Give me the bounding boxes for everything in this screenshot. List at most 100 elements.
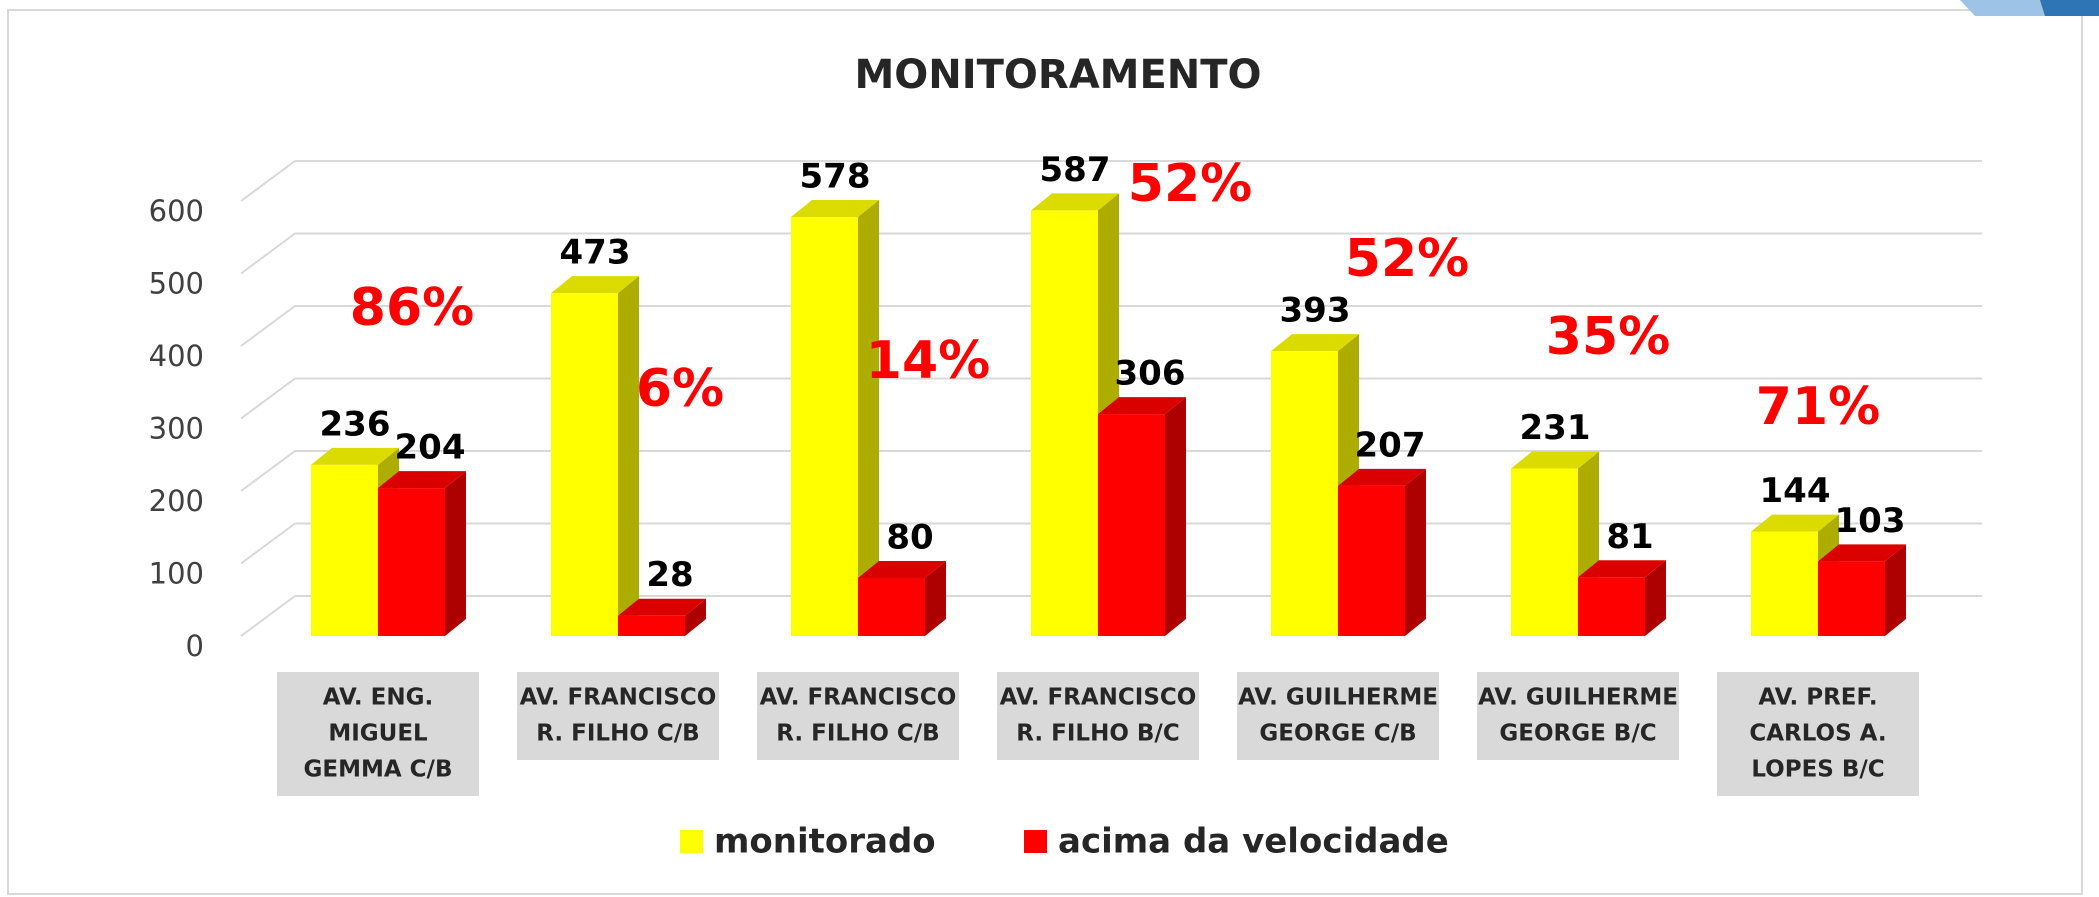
bar-front bbox=[858, 578, 925, 636]
value-label: 306 bbox=[1115, 354, 1186, 394]
legend-label: monitorado bbox=[714, 822, 936, 862]
x-tick-label: AV. PREF. bbox=[1758, 685, 1877, 711]
bar-side bbox=[925, 561, 946, 636]
bar-front bbox=[378, 488, 445, 636]
bar-side bbox=[858, 199, 879, 636]
x-tick-label: R. FILHO C/B bbox=[536, 721, 699, 747]
annotation: 86% bbox=[350, 278, 474, 338]
bar-side bbox=[1405, 468, 1426, 636]
y-tick-label: 0 bbox=[186, 629, 204, 663]
bar-front bbox=[618, 615, 685, 636]
value-label: 473 bbox=[560, 233, 631, 273]
grid-line bbox=[240, 305, 1982, 347]
bar-top bbox=[378, 471, 466, 489]
bar-side bbox=[445, 471, 466, 636]
bar-side bbox=[1645, 560, 1666, 636]
bar bbox=[618, 598, 706, 636]
y-tick-label: 100 bbox=[149, 557, 204, 591]
x-tick-label: R. FILHO B/C bbox=[1016, 721, 1179, 747]
bar-top bbox=[1511, 451, 1599, 469]
bar-side bbox=[1165, 397, 1186, 636]
bar-front bbox=[1338, 485, 1405, 636]
bar-side bbox=[1885, 544, 1906, 636]
x-tick-label: CARLOS A. bbox=[1749, 721, 1886, 747]
x-tick-label: AV. ENG. bbox=[323, 685, 433, 711]
category-box bbox=[277, 672, 479, 796]
annotation: 35% bbox=[1546, 307, 1670, 367]
value-label: 587 bbox=[1040, 150, 1111, 190]
legend-label: acima da velocidade bbox=[1058, 822, 1449, 862]
x-tick-label: AV. FRANCISCO bbox=[1000, 685, 1197, 711]
x-tick-label: AV. GUILHERME bbox=[1478, 685, 1678, 711]
x-tick-label: R. FILHO C/B bbox=[776, 721, 939, 747]
x-tick-label: AV. FRANCISCO bbox=[760, 685, 957, 711]
bar-front bbox=[791, 216, 858, 636]
legend-swatch bbox=[680, 830, 703, 853]
category-box bbox=[757, 672, 959, 760]
y-tick-label: 600 bbox=[149, 194, 204, 228]
value-label: 207 bbox=[1355, 425, 1426, 465]
value-label: 80 bbox=[886, 518, 933, 558]
bar-front bbox=[1098, 414, 1165, 636]
category-box bbox=[517, 672, 719, 760]
y-tick-label: 300 bbox=[149, 412, 204, 446]
bar-front bbox=[311, 464, 378, 636]
value-label: 236 bbox=[320, 404, 391, 444]
value-label: 204 bbox=[395, 428, 466, 468]
value-label: 81 bbox=[1606, 517, 1653, 557]
bar-top bbox=[1338, 468, 1426, 486]
y-tick-label: 200 bbox=[149, 484, 204, 518]
bar-front bbox=[1031, 210, 1098, 637]
grid-line bbox=[240, 377, 1982, 420]
bar bbox=[1578, 560, 1666, 636]
annotation: 14% bbox=[866, 331, 990, 391]
category-box bbox=[1477, 672, 1679, 760]
bar-front bbox=[1578, 577, 1645, 636]
x-tick-label: AV. FRANCISCO bbox=[520, 685, 717, 711]
y-tick-label: 500 bbox=[149, 267, 204, 301]
bar-side bbox=[685, 598, 706, 636]
bar-top bbox=[618, 598, 706, 616]
bar-top bbox=[1031, 193, 1119, 211]
x-tick-label: LOPES B/C bbox=[1751, 757, 1884, 783]
bar bbox=[1098, 397, 1186, 636]
value-label: 393 bbox=[1280, 291, 1351, 331]
bar-front bbox=[1511, 468, 1578, 636]
value-label: 231 bbox=[1520, 408, 1591, 448]
bar-top bbox=[791, 199, 879, 217]
bar-top bbox=[1751, 514, 1839, 532]
bar bbox=[1818, 544, 1906, 636]
bar-front bbox=[1818, 561, 1885, 636]
value-label: 578 bbox=[800, 156, 871, 196]
x-tick-label: GEMMA C/B bbox=[304, 757, 453, 783]
bar bbox=[551, 276, 639, 636]
annotation: 6% bbox=[636, 359, 724, 419]
annotation: 71% bbox=[1756, 377, 1880, 437]
bar bbox=[858, 561, 946, 636]
bar bbox=[1338, 468, 1426, 636]
bar-top bbox=[1271, 334, 1359, 352]
category-box bbox=[1717, 672, 1919, 796]
x-tick-label: GEORGE B/C bbox=[1499, 721, 1656, 747]
value-label: 28 bbox=[646, 555, 693, 595]
x-tick-label: GEORGE C/B bbox=[1259, 721, 1416, 747]
grid-line bbox=[240, 450, 1982, 492]
bar-top bbox=[1818, 544, 1906, 562]
category-box bbox=[997, 672, 1199, 760]
bar-front bbox=[1271, 351, 1338, 636]
bar-top bbox=[311, 447, 399, 465]
x-tick-label: MIGUEL bbox=[328, 721, 428, 747]
chart-title: MONITORAMENTO bbox=[854, 52, 1261, 98]
bar-top bbox=[858, 561, 946, 578]
grid-line bbox=[240, 160, 1982, 202]
category-box bbox=[1237, 672, 1439, 760]
annotation: 52% bbox=[1345, 229, 1469, 289]
y-tick-label: 400 bbox=[149, 339, 204, 373]
value-label: 103 bbox=[1835, 501, 1906, 541]
bar-side bbox=[618, 276, 639, 636]
bar-top bbox=[551, 276, 639, 294]
bar-front bbox=[1751, 531, 1818, 636]
bar-top bbox=[1098, 397, 1186, 415]
bar-top bbox=[1578, 560, 1666, 578]
